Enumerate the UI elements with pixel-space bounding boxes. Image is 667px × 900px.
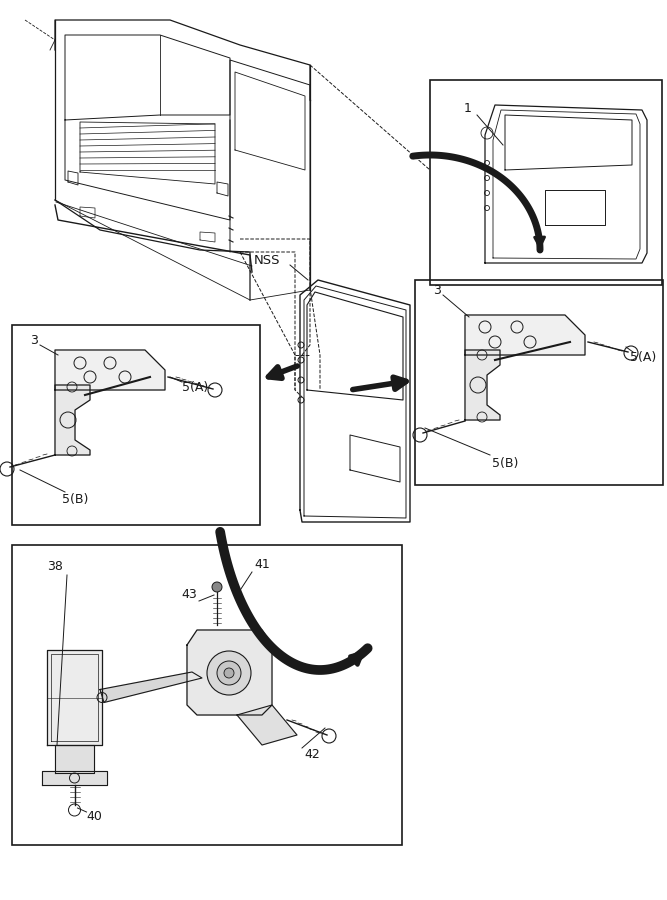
Polygon shape — [465, 350, 500, 420]
Text: 40: 40 — [87, 811, 103, 824]
Text: 43: 43 — [181, 589, 197, 601]
Text: 5(A): 5(A) — [182, 381, 208, 393]
Text: 38: 38 — [47, 561, 63, 573]
Text: 1: 1 — [464, 102, 472, 114]
Text: 41: 41 — [254, 559, 270, 572]
Circle shape — [217, 661, 241, 685]
Text: 5(A): 5(A) — [630, 350, 656, 364]
Polygon shape — [47, 650, 102, 745]
Circle shape — [212, 582, 222, 592]
Text: 3: 3 — [433, 284, 441, 296]
Polygon shape — [55, 385, 90, 455]
Circle shape — [207, 651, 251, 695]
Text: 42: 42 — [304, 749, 320, 761]
Polygon shape — [55, 745, 94, 773]
Bar — [415, 280, 663, 485]
Polygon shape — [100, 672, 202, 703]
Text: 3: 3 — [30, 334, 38, 346]
Text: 5(B): 5(B) — [492, 456, 518, 470]
Polygon shape — [42, 771, 107, 785]
Polygon shape — [55, 350, 165, 390]
Text: NSS: NSS — [253, 254, 280, 266]
Circle shape — [224, 668, 234, 678]
Text: 5(B): 5(B) — [62, 493, 88, 507]
Polygon shape — [187, 630, 272, 715]
Bar — [12, 325, 260, 525]
Bar — [430, 80, 662, 285]
Polygon shape — [237, 705, 297, 745]
Polygon shape — [465, 315, 585, 355]
Bar — [12, 545, 402, 845]
